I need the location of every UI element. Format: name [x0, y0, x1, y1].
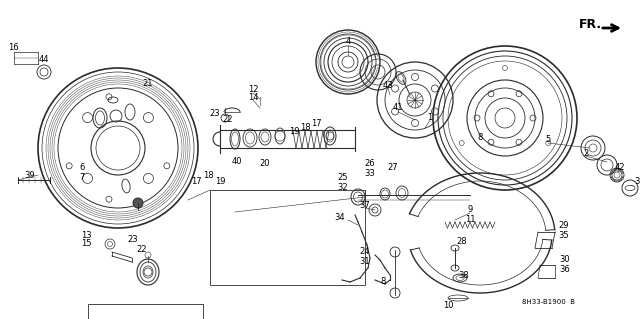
Text: 41: 41	[393, 103, 403, 113]
Text: 31: 31	[360, 257, 371, 266]
Text: 15: 15	[81, 240, 92, 249]
Text: 12: 12	[248, 85, 259, 94]
Text: 34: 34	[335, 213, 346, 222]
Text: 17: 17	[310, 118, 321, 128]
Text: 10: 10	[443, 300, 453, 309]
Text: 33: 33	[365, 168, 376, 177]
Text: 6: 6	[79, 164, 84, 173]
Text: 22: 22	[137, 246, 147, 255]
Text: 23: 23	[210, 108, 220, 117]
Text: 8: 8	[477, 133, 483, 143]
Text: 16: 16	[8, 43, 19, 53]
Text: 8H33-B1900  B: 8H33-B1900 B	[522, 299, 575, 305]
Text: 27: 27	[388, 164, 398, 173]
Text: 18: 18	[203, 170, 213, 180]
Text: 14: 14	[248, 93, 259, 102]
Text: 3: 3	[634, 177, 640, 187]
Text: 25: 25	[338, 174, 348, 182]
Text: 30: 30	[560, 256, 570, 264]
Text: 2: 2	[584, 149, 589, 158]
Text: 1: 1	[428, 114, 433, 122]
Text: 43: 43	[383, 80, 394, 90]
Text: 19: 19	[289, 128, 300, 137]
Text: 32: 32	[338, 182, 348, 191]
Text: 39: 39	[25, 170, 35, 180]
Text: 17: 17	[191, 177, 202, 187]
Text: 29: 29	[559, 221, 569, 231]
Bar	[88, 304, 203, 319]
Text: 24: 24	[360, 248, 371, 256]
Bar	[210, 190, 365, 285]
Text: 4: 4	[346, 38, 351, 47]
Circle shape	[133, 198, 143, 208]
Text: 40: 40	[232, 158, 243, 167]
Text: 13: 13	[81, 231, 92, 240]
Text: 21: 21	[143, 79, 153, 88]
Text: 19: 19	[215, 177, 225, 187]
Text: 9: 9	[467, 205, 472, 214]
Text: 22: 22	[223, 115, 233, 124]
Text: 38: 38	[459, 271, 469, 279]
Text: 23: 23	[128, 235, 138, 244]
Text: 42: 42	[615, 164, 625, 173]
Text: FR.: FR.	[579, 19, 602, 32]
Text: 20: 20	[260, 159, 270, 167]
Text: 35: 35	[559, 232, 570, 241]
Text: 44: 44	[39, 56, 49, 64]
Text: 7: 7	[79, 173, 84, 182]
Text: 5: 5	[545, 136, 550, 145]
Text: 26: 26	[365, 159, 375, 167]
Text: 18: 18	[300, 122, 310, 131]
Text: 8: 8	[380, 277, 386, 286]
Text: 37: 37	[360, 202, 371, 211]
Text: 36: 36	[559, 265, 570, 275]
Text: 28: 28	[457, 236, 467, 246]
Text: 11: 11	[465, 216, 476, 225]
